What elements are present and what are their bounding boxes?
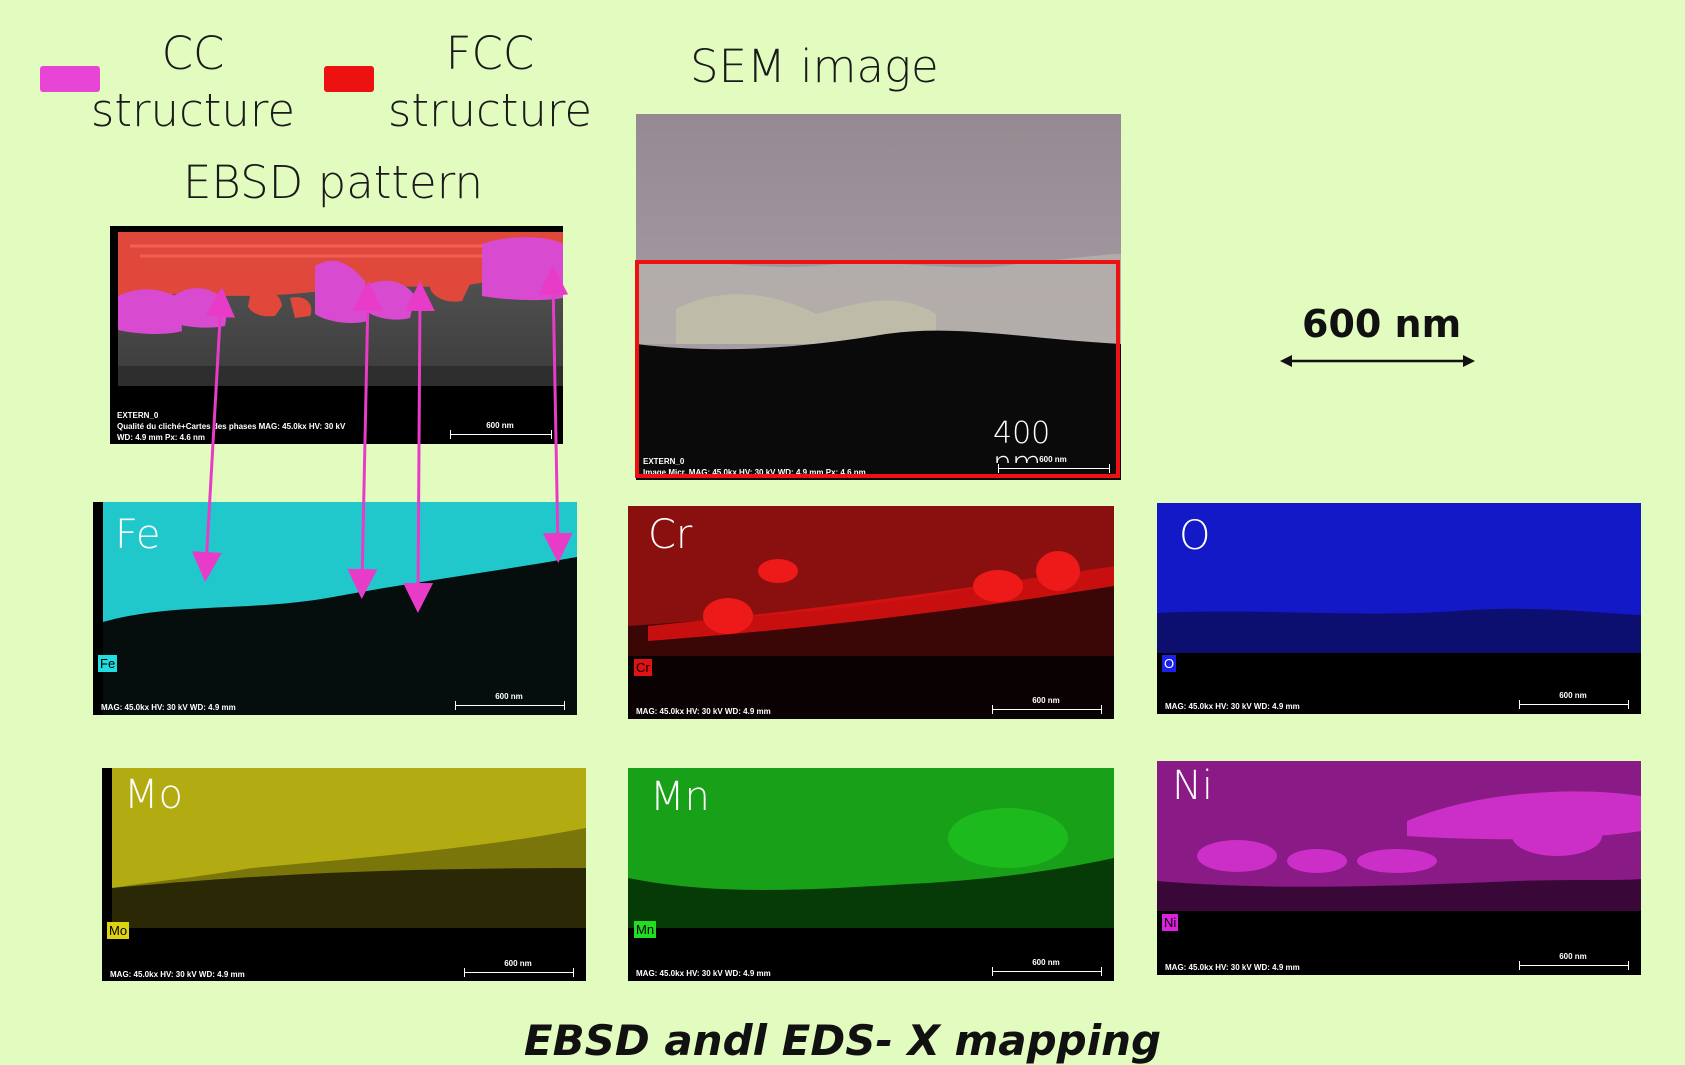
fe-map-tag: Fe xyxy=(98,655,118,672)
mn-map-scale-bar xyxy=(992,967,1102,976)
sem-heading: SEM image xyxy=(690,40,939,93)
ni-map-tag: Ni xyxy=(1162,914,1179,931)
fe-map-scale-label: 600 nm xyxy=(495,692,523,701)
o-map: O O MAG: 45.0kx HV: 30 kV WD: 4.9 mm 600… xyxy=(1157,503,1641,714)
o-map-scale-label: 600 nm xyxy=(1559,691,1587,700)
o-map-label: O xyxy=(1179,513,1211,559)
mo-map-meta: MAG: 45.0kx HV: 30 kV WD: 4.9 mm xyxy=(110,970,245,979)
fe-map: Fe Fe MAG: 45.0kx HV: 30 kV WD: 4.9 mm 6… xyxy=(93,502,577,715)
mo-map-scale-label: 600 nm xyxy=(504,959,532,968)
o-map-scale-bar xyxy=(1519,700,1629,709)
ni-map-scale-label: 600 nm xyxy=(1559,952,1587,961)
cc-legend-label: CC structure xyxy=(88,25,298,139)
mn-map-meta: MAG: 45.0kx HV: 30 kV WD: 4.9 mm xyxy=(636,969,771,978)
ebsd-meta-line1: EXTERN_0 xyxy=(117,411,159,420)
cr-map: Cr Cr MAG: 45.0kx HV: 30 kV WD: 4.9 mm 6… xyxy=(628,506,1114,719)
cc-legend-line1: CC xyxy=(161,27,225,80)
mo-map-scale-bar xyxy=(464,968,574,977)
fcc-legend-label: FCC structure xyxy=(385,25,595,139)
sem-overlay-value: 400 xyxy=(993,416,1051,451)
cr-map-tag: Cr xyxy=(634,659,652,676)
ebsd-meta-line3: WD: 4.9 mm Px: 4.6 nm xyxy=(117,433,206,442)
sem-meta-line1: EXTERN_0 xyxy=(643,457,685,466)
ebsd-meta: EXTERN_0 Qualité du cliché+Cartes des ph… xyxy=(117,410,345,443)
cr-map-scale-bar xyxy=(992,705,1102,714)
scale-bar-arrow xyxy=(1280,355,1475,367)
cc-legend-line2: structure xyxy=(90,84,296,137)
mo-map-tag: Mo xyxy=(107,922,130,939)
mn-map-tag: Mn xyxy=(634,921,657,938)
ni-map: Ni Ni MAG: 45.0kx HV: 30 kV WD: 4.9 mm 6… xyxy=(1157,761,1641,975)
sem-meta: EXTERN_0 Image Micr. MAG: 45.0kx HV: 30 … xyxy=(643,456,866,478)
ebsd-phase-map xyxy=(118,232,563,386)
ni-map-label: Ni xyxy=(1172,763,1214,809)
o-map-tag: O xyxy=(1162,655,1177,672)
figure-caption: EBSD andl EDS- X mapping xyxy=(523,1016,1162,1065)
fe-map-meta: MAG: 45.0kx HV: 30 kV WD: 4.9 mm xyxy=(101,703,236,712)
sem-highlight-box xyxy=(635,260,1120,478)
ni-map-meta: MAG: 45.0kx HV: 30 kV WD: 4.9 mm xyxy=(1165,963,1300,972)
cr-map-meta: MAG: 45.0kx HV: 30 kV WD: 4.9 mm xyxy=(636,707,771,716)
mo-map: Mo Mo MAG: 45.0kx HV: 30 kV WD: 4.9 mm 6… xyxy=(102,768,586,981)
ebsd-meta-line2: Qualité du cliché+Cartes des phases MAG:… xyxy=(117,422,346,431)
cc-legend-swatch xyxy=(40,66,100,92)
fe-map-label: Fe xyxy=(115,512,161,558)
ni-map-scale-bar xyxy=(1519,961,1629,970)
sem-overlay-unit: nm xyxy=(993,449,1050,463)
ebsd-scale-bar xyxy=(450,430,552,439)
sem-overlay-label: 400 nm xyxy=(993,416,1051,464)
mn-map: Mn Mn MAG: 45.0kx HV: 30 kV WD: 4.9 mm 6… xyxy=(628,768,1114,981)
fcc-legend-swatch xyxy=(324,66,374,92)
sem-scale-label: 600 nm xyxy=(1039,455,1067,464)
ebsd-scale-label: 600 nm xyxy=(486,421,514,430)
ebsd-heading: EBSD pattern xyxy=(183,156,483,209)
sem-image: EXTERN_0 Image Micr. MAG: 45.0kx HV: 30 … xyxy=(636,114,1121,480)
sem-scale-bar xyxy=(998,464,1110,473)
ebsd-pattern-image: EXTERN_0 Qualité du cliché+Cartes des ph… xyxy=(110,226,563,444)
sem-meta-line2: Image Micr. MAG: 45.0kx HV: 30 kV WD: 4.… xyxy=(643,468,866,477)
mn-map-label: Mn xyxy=(650,774,710,820)
fcc-legend-line1: FCC xyxy=(445,27,535,80)
scale-bar-label: 600 nm xyxy=(1302,302,1462,346)
o-map-meta: MAG: 45.0kx HV: 30 kV WD: 4.9 mm xyxy=(1165,702,1300,711)
cr-map-label: Cr xyxy=(648,512,693,558)
mo-map-label: Mo xyxy=(124,772,183,818)
fcc-legend-line2: structure xyxy=(387,84,593,137)
cr-map-scale-label: 600 nm xyxy=(1032,696,1060,705)
sem-micrograph xyxy=(636,114,1121,480)
fe-map-scale-bar xyxy=(455,701,565,710)
mn-map-scale-label: 600 nm xyxy=(1032,958,1060,967)
